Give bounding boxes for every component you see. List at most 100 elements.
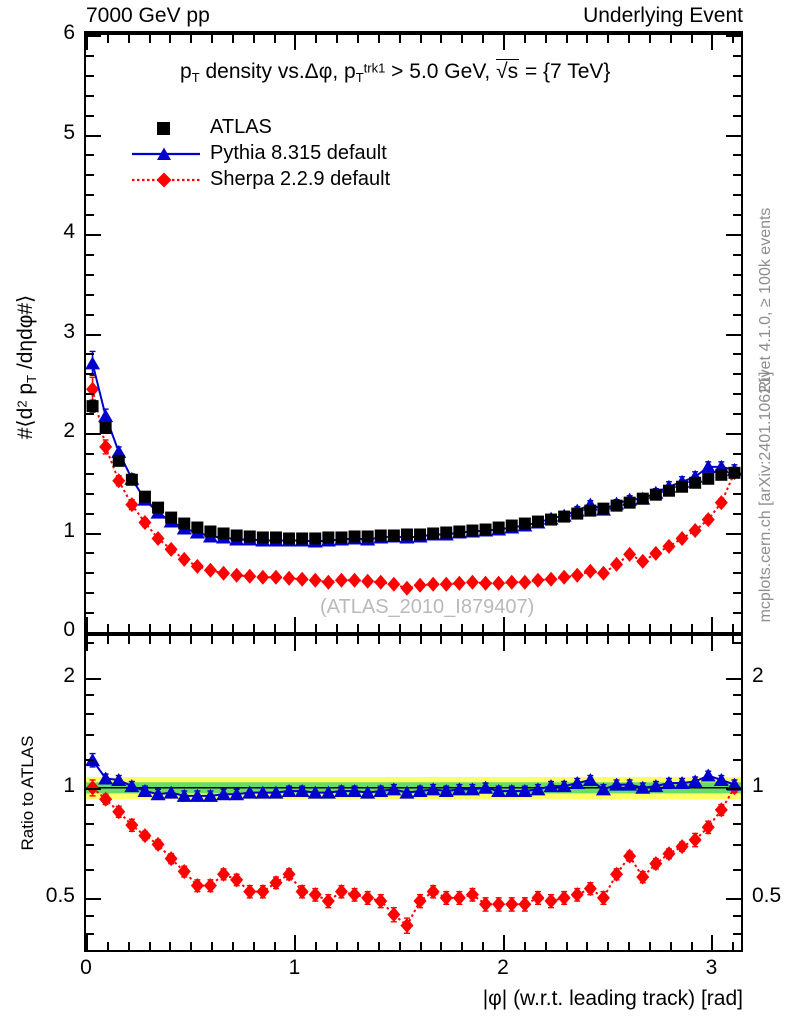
data-point (557, 890, 571, 906)
axis-tick (127, 636, 130, 644)
data-point (662, 484, 675, 497)
axis-tick (733, 642, 741, 645)
axis-tick (86, 472, 94, 475)
axis-tick (732, 624, 735, 632)
axis-tick (86, 214, 94, 217)
data-point (165, 511, 178, 524)
data-point (465, 574, 479, 590)
axis-tick (190, 35, 193, 43)
data-point (610, 499, 623, 512)
data-point (177, 864, 191, 880)
axis-tick (86, 935, 88, 950)
axis-tick (711, 35, 714, 50)
data-point (531, 890, 545, 906)
data-point (282, 570, 296, 586)
axis-tick (106, 35, 109, 43)
header-beam-label: 7000 GeV pp (86, 4, 210, 27)
axis-tick (628, 624, 631, 632)
axis-tick (357, 942, 360, 950)
series-sherpa-main (86, 376, 741, 596)
data-point (623, 848, 637, 864)
data-point (99, 422, 112, 435)
data-point (125, 473, 138, 486)
data-point (610, 556, 624, 572)
data-point (230, 529, 243, 542)
data-point (229, 787, 245, 801)
data-point (479, 896, 493, 912)
title-cut: > 5.0 GeV, (385, 60, 497, 83)
data-point (570, 887, 584, 903)
data-point (582, 772, 598, 786)
series-pythia-ratio (86, 752, 741, 802)
data-point (256, 569, 270, 585)
x-axis-tick-label: 3 (705, 956, 718, 979)
data-point (479, 575, 493, 591)
data-point (452, 575, 466, 591)
axis-tick (86, 293, 94, 296)
data-point (531, 515, 544, 528)
data-point (177, 551, 191, 567)
data-point (636, 553, 650, 569)
data-point (216, 787, 232, 801)
data-point (295, 571, 309, 587)
axis-tick (106, 636, 109, 644)
data-point (570, 567, 584, 583)
axis-tick (86, 54, 94, 57)
axis-tick (127, 942, 130, 950)
axis-tick (648, 636, 651, 644)
data-point (701, 819, 715, 835)
title-density: density vs.Δφ, (199, 60, 344, 83)
axis-tick (336, 942, 339, 950)
axis-tick (252, 35, 255, 43)
main-plot-svg (86, 350, 741, 596)
axis-tick (711, 636, 714, 651)
data-point (373, 783, 389, 797)
axis-tick (502, 636, 505, 651)
data-point (492, 521, 505, 534)
y-axis-tick-label: 6 (63, 21, 75, 44)
data-point (256, 531, 269, 544)
data-point (438, 783, 454, 797)
data-point (374, 529, 387, 542)
axis-tick (726, 234, 741, 236)
axis-tick (211, 624, 214, 632)
data-point (400, 580, 414, 596)
title-energy: = {7 TeV} (519, 60, 611, 83)
axis-tick (315, 35, 318, 43)
data-point (413, 893, 427, 909)
main-plot-area[interactable] (86, 35, 741, 632)
axis-tick (586, 942, 589, 950)
axis-tick (726, 632, 741, 634)
axis-tick (127, 624, 130, 632)
axis-tick (669, 942, 672, 950)
data-point (726, 777, 741, 791)
data-point (518, 896, 532, 912)
axis-tick (315, 624, 318, 632)
axis-tick (732, 35, 735, 43)
legend-label-pythia: Pythia 8.315 default (210, 142, 387, 164)
axis-tick (502, 35, 505, 50)
axis-tick (726, 433, 741, 435)
data-point (571, 507, 584, 520)
ratio-plot-area[interactable] (86, 636, 741, 950)
axis-tick (86, 114, 94, 117)
data-point (111, 772, 127, 786)
axis-tick (86, 353, 94, 356)
data-point (321, 574, 335, 590)
data-point (137, 783, 153, 797)
data-point (386, 782, 402, 796)
data-point (334, 884, 348, 900)
axis-tick (733, 273, 741, 276)
data-point (361, 890, 375, 906)
axis-tick (733, 933, 741, 936)
axis-tick (586, 636, 589, 644)
plot-title: pT density vs.Δφ, pTtrk1 > 5.0 GeV, √s =… (180, 59, 611, 85)
data-point (347, 783, 363, 797)
data-point (163, 785, 179, 799)
data-point (597, 502, 610, 515)
data-point (427, 527, 440, 540)
data-point (86, 381, 100, 397)
axis-tick (86, 194, 94, 197)
data-point (112, 454, 125, 467)
axis-tick (86, 572, 94, 575)
